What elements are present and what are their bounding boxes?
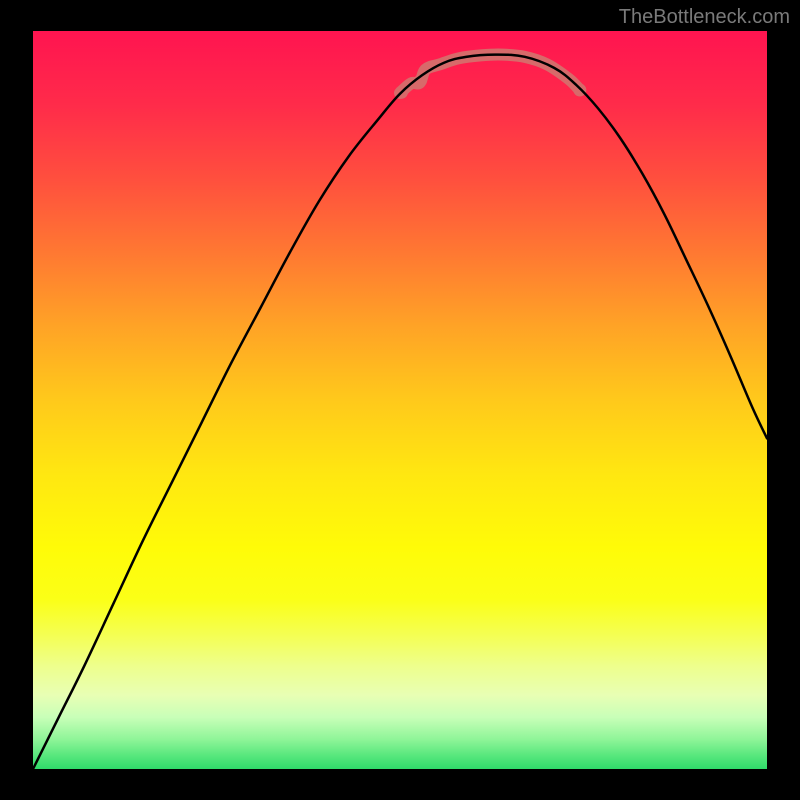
watermark-text: TheBottleneck.com <box>619 6 790 29</box>
chart-svg <box>0 0 800 800</box>
bottleneck-chart <box>0 0 800 800</box>
plot-background <box>33 31 767 769</box>
